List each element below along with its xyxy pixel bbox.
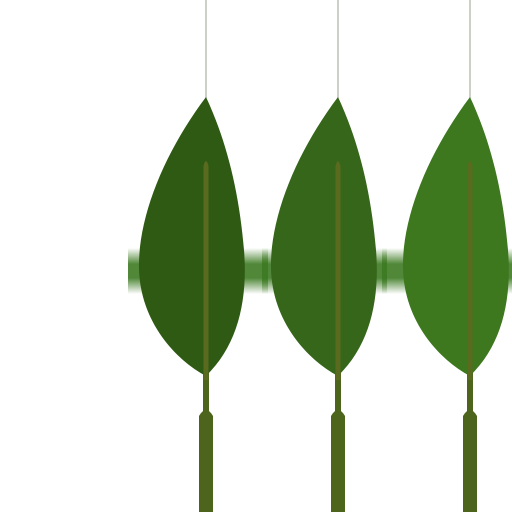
leaf-stem-base <box>199 410 213 512</box>
leaf-stem-base <box>331 410 345 512</box>
leaf-left <box>138 0 245 512</box>
leaf-stem <box>467 360 473 416</box>
leaf-midrib <box>467 161 473 380</box>
leaf-stem <box>203 360 209 416</box>
leaf-blade <box>138 97 245 376</box>
leaf-stem-base <box>463 410 477 512</box>
leaf-midrib <box>203 161 209 380</box>
leaf-right <box>402 0 509 512</box>
leaf-midrib <box>335 161 341 380</box>
leaf-stem <box>335 360 341 416</box>
leaf-middle <box>270 0 377 512</box>
leaf-blade <box>270 97 377 376</box>
leaf-group <box>138 0 509 512</box>
leaf-blade <box>402 97 509 376</box>
